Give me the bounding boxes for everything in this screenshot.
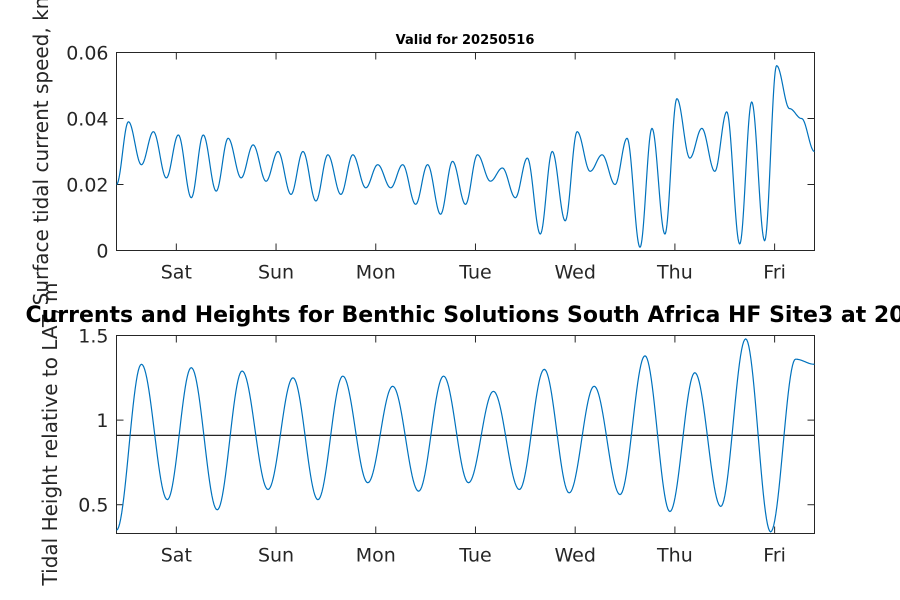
tidal-height-x-tick-label: Sun	[258, 545, 294, 567]
tidal-height-y-tick-label: 0.5	[78, 495, 108, 517]
current-speed-x-tick-label: Tue	[458, 262, 491, 284]
figure-main-title: Currents and Heights for Benthic Solutio…	[25, 303, 900, 328]
current-speed-y-tick-label: 0.04	[66, 109, 108, 131]
current-speed-y-tick-label: 0.02	[66, 175, 108, 197]
current-speed-series-line	[116, 64, 815, 249]
tidal-height-x-tick-label: Sat	[161, 545, 192, 567]
tidal-height-series-line	[116, 338, 815, 533]
tidal-height-plot-area	[116, 335, 815, 534]
current-speed-x-tick-label: Fri	[763, 262, 786, 284]
tidal-height-x-tick-label: Thu	[656, 545, 693, 567]
tidal-height-x-tick-label: Fri	[763, 545, 786, 567]
tidal-height-y-axis-label: Tidal Height relative to LAT, m	[38, 283, 62, 587]
tidal-height-y-tick-label: 1.5	[78, 326, 108, 348]
current-speed-x-tick-label: Thu	[656, 262, 693, 284]
current-speed-title: Valid for 20250516	[396, 33, 535, 48]
current-speed-y-axis-label: Surface tidal current speed, kn	[29, 0, 53, 305]
tidal-height-x-tick-label: Wed	[554, 545, 595, 567]
current-speed-x-tick-label: Mon	[356, 262, 396, 284]
tidal-height-x-tick-label: Mon	[356, 545, 396, 567]
current-speed-x-tick-label: Sun	[258, 262, 294, 284]
current-speed-axes: Valid for 20250516 Surface tidal current…	[29, 0, 815, 305]
current-speed-x-tick-label: Wed	[554, 262, 595, 284]
current-speed-plot-area	[116, 52, 815, 251]
tidal-height-x-tick-label: Tue	[458, 545, 491, 567]
tidal-height-y-tick-label: 1	[96, 410, 108, 432]
current-speed-y-tick-label: 0	[96, 241, 108, 263]
tidal-height-axes: Tidal Height relative to LAT, m 0.5 1 1.5 S…	[38, 283, 815, 587]
current-speed-x-tick-label: Sat	[161, 262, 192, 284]
current-speed-y-tick-label: 0.06	[66, 43, 108, 65]
